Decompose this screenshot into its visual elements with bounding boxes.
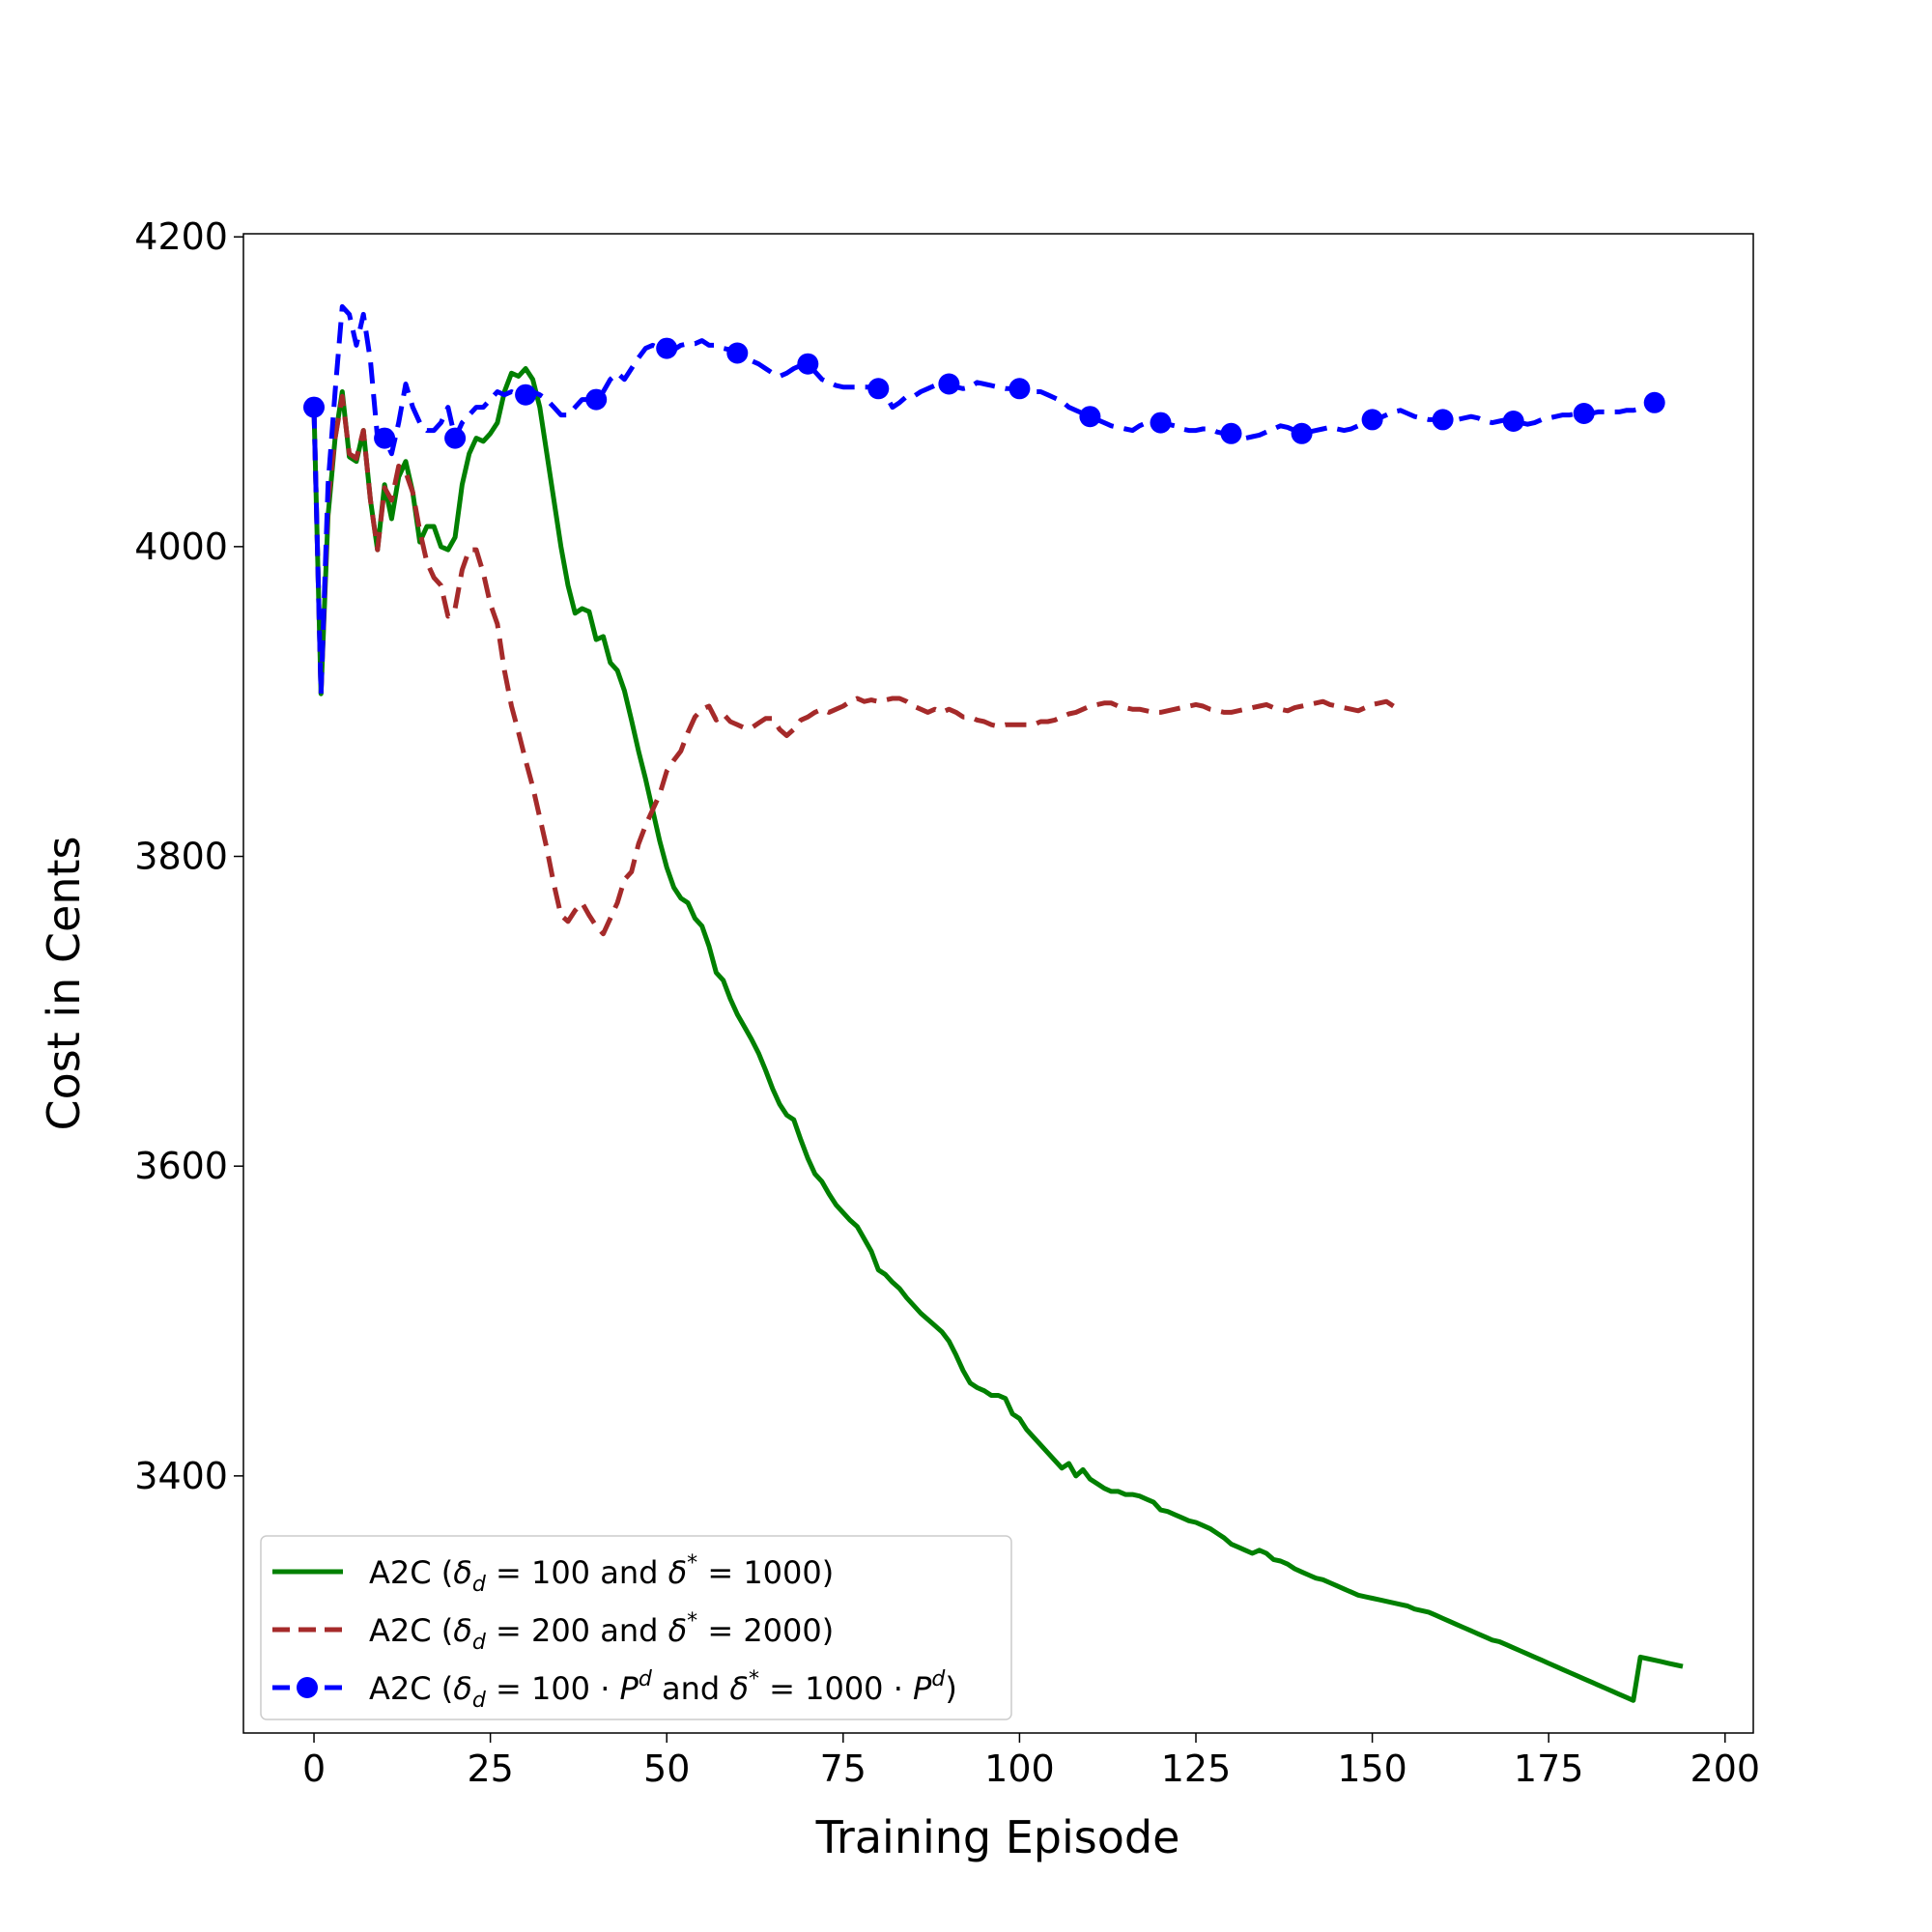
series-3-marker — [1291, 422, 1313, 444]
series-3-marker — [515, 384, 537, 406]
plot-frame — [242, 233, 1754, 1734]
legend: A2C (δd = 100 and δ* = 1000) A2C (δd = 20… — [260, 1535, 1012, 1720]
x-tick-label: 100 — [984, 1747, 1055, 1790]
legend-box — [260, 1535, 1012, 1720]
x-tick-label: 50 — [643, 1747, 690, 1790]
y-tick-label: 3800 — [134, 836, 228, 878]
series-3-marker — [656, 337, 678, 359]
y-tick-label: 4000 — [134, 526, 228, 568]
series-line-3 — [311, 303, 1656, 696]
x-tick-label: 200 — [1690, 1747, 1761, 1790]
x-tick-label: 75 — [820, 1747, 867, 1790]
series-3-marker — [1643, 391, 1665, 413]
x-axis-label: Training Episode — [815, 1811, 1180, 1863]
series-3-marker — [938, 373, 960, 395]
series-line-2 — [311, 393, 1395, 937]
series-3-marker — [1502, 411, 1524, 432]
series-line-1 — [311, 366, 1684, 1703]
series-3-marker — [797, 353, 819, 375]
series-3-marker — [585, 388, 608, 411]
series-3-marker — [1573, 403, 1595, 424]
legend-label-2: A2C (δd = 200 and δ* = 2000) — [369, 1609, 834, 1655]
y-axis-label: Cost in Cents — [38, 836, 90, 1130]
x-tick-label: 150 — [1337, 1747, 1407, 1790]
x-tick-label: 125 — [1161, 1747, 1232, 1790]
series-3-marker — [1009, 378, 1031, 400]
x-tick-label: 25 — [467, 1747, 513, 1790]
series-3-marker — [867, 378, 890, 400]
series-3-marker — [303, 396, 325, 418]
y-tick-label: 3400 — [134, 1455, 228, 1497]
series-3-marker — [1361, 409, 1383, 431]
series-3-marker — [1432, 409, 1454, 431]
legend-marker-3 — [297, 1677, 318, 1698]
x-axis: 0 25 50 75 100 125 150 175 200 — [302, 1733, 1760, 1790]
y-axis: 3400 3600 3800 4000 4200 — [134, 215, 243, 1497]
legend-label-1: A2C (δd = 100 and δ* = 1000) — [369, 1551, 834, 1597]
series-3-marker — [1079, 406, 1101, 428]
x-tick-label: 175 — [1514, 1747, 1584, 1790]
series-3-marker — [1150, 412, 1172, 434]
series-3-marker — [726, 342, 749, 364]
y-tick-label: 4200 — [134, 215, 228, 258]
x-tick-label: 0 — [302, 1747, 326, 1790]
series-3-marker — [444, 427, 467, 449]
legend-label-3: A2C (δd = 100 · Pd and δ* = 1000 · Pd) — [369, 1667, 957, 1713]
series-layer — [303, 303, 1684, 1703]
series-3-marker — [1220, 422, 1242, 444]
y-tick-label: 3600 — [134, 1145, 228, 1187]
series-3-marker — [374, 427, 396, 449]
